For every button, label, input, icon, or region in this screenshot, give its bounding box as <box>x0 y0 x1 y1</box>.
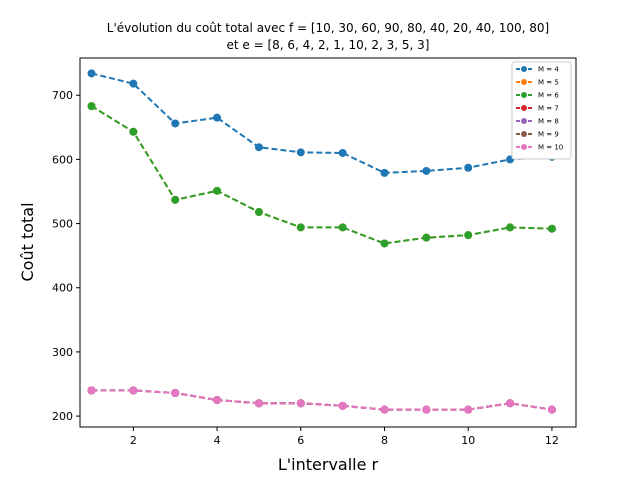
legend-marker <box>521 66 527 72</box>
data-point <box>129 127 138 136</box>
series-1 <box>87 69 556 177</box>
x-axis-label: L'intervalle r <box>278 455 379 474</box>
legend-item: M = 7 <box>516 105 559 113</box>
data-point <box>338 148 347 157</box>
data-point <box>380 168 389 177</box>
data-point <box>464 231 473 240</box>
y-axis-label: Coût total <box>18 202 37 281</box>
data-point <box>380 239 389 248</box>
legend-item: M = 5 <box>516 79 559 87</box>
data-point <box>87 69 96 78</box>
series-line <box>90 105 552 245</box>
series-6 <box>87 386 556 414</box>
legend-label: M = 6 <box>538 92 559 100</box>
x-tick-label: 2 <box>130 434 137 447</box>
data-point <box>254 208 263 217</box>
data-point <box>422 166 431 175</box>
x-tick-label: 4 <box>214 434 221 447</box>
y-tick-label: 200 <box>52 410 73 423</box>
chart-title: L'évolution du coût total avec f = [10, … <box>107 21 549 35</box>
series-7 <box>87 386 556 414</box>
data-point <box>506 399 515 408</box>
y-tick-label: 300 <box>52 346 73 359</box>
data-point <box>129 79 138 88</box>
x-tick-label: 8 <box>381 434 388 447</box>
series-3 <box>87 102 556 248</box>
data-point <box>464 405 473 414</box>
data-point <box>254 399 263 408</box>
y-tick-label: 500 <box>52 218 73 231</box>
data-point <box>338 223 347 232</box>
legend-item: M = 6 <box>516 92 559 100</box>
y-tick-label: 700 <box>52 89 73 102</box>
y-tick-label: 600 <box>52 153 73 166</box>
series-line <box>91 389 553 411</box>
plot-area <box>79 57 577 428</box>
data-point <box>296 399 305 408</box>
series-5 <box>87 386 556 414</box>
legend-item: M = 9 <box>516 131 559 139</box>
data-point <box>129 386 138 395</box>
chart-subtitle: et e = [8, 6, 4, 2, 1, 10, 2, 3, 5, 3] <box>227 38 430 52</box>
legend-marker <box>521 105 527 111</box>
data-point <box>380 405 389 414</box>
axis-ticks: 2 4 6 8 10 12 200 300 400 500 600 700 <box>52 89 559 447</box>
legend-item: M = 10 <box>516 144 563 152</box>
legend-label: M = 9 <box>538 131 559 139</box>
data-point <box>213 113 222 122</box>
data-point <box>547 405 556 414</box>
data-point <box>422 233 431 242</box>
series-line <box>91 72 552 174</box>
data-point <box>464 163 473 172</box>
legend-marker <box>521 118 527 124</box>
data-point <box>547 224 556 233</box>
series-4 <box>87 386 556 414</box>
x-tick-label: 6 <box>297 434 304 447</box>
legend-marker <box>521 79 527 85</box>
data-point <box>87 386 96 395</box>
y-tick-label: 400 <box>52 282 73 295</box>
data-point <box>171 195 180 204</box>
data-point <box>422 405 431 414</box>
data-point <box>254 143 263 152</box>
data-point <box>213 396 222 405</box>
legend-item: M = 8 <box>516 118 559 126</box>
series-group <box>87 69 556 414</box>
data-point <box>171 119 180 128</box>
legend-label: M = 8 <box>538 118 559 126</box>
data-point <box>171 388 180 397</box>
legend-marker <box>521 144 527 150</box>
legend-label: M = 4 <box>538 66 559 74</box>
data-point <box>338 401 347 410</box>
legend-marker <box>521 92 527 98</box>
data-point <box>296 223 305 232</box>
legend-label: M = 10 <box>538 144 563 152</box>
x-tick-label: 10 <box>461 434 475 447</box>
data-point <box>87 102 96 111</box>
legend: M = 4 M = 5 M = 6 M = 7 M = 8 M = 9 M = 10 <box>511 61 572 160</box>
legend-marker <box>521 131 527 137</box>
data-point <box>506 223 515 232</box>
x-tick-label: 12 <box>545 434 559 447</box>
legend-label: M = 7 <box>538 105 559 113</box>
data-point <box>213 186 222 195</box>
series-2 <box>87 102 556 248</box>
legend-item: M = 4 <box>516 66 559 74</box>
legend-label: M = 5 <box>538 79 559 87</box>
data-point <box>296 148 305 157</box>
